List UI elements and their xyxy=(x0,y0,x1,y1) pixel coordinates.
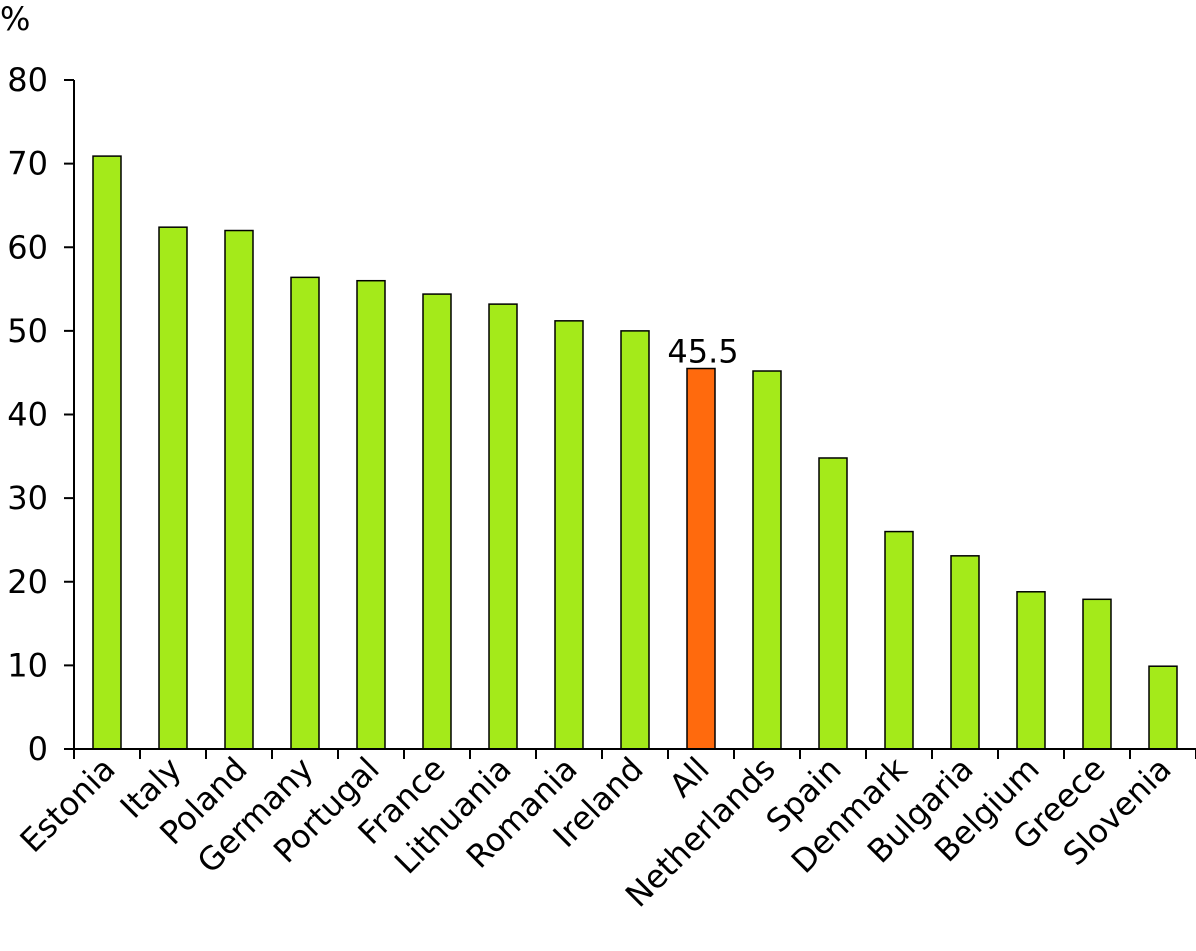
y-axis: 0 10 20 30 40 50 60 70 80 xyxy=(7,61,75,768)
bar xyxy=(620,330,650,750)
bar xyxy=(290,276,320,750)
bar xyxy=(884,530,914,750)
y-tick-label: 80 xyxy=(7,61,48,99)
bar xyxy=(92,155,122,750)
bar xyxy=(554,320,584,750)
bar xyxy=(818,457,848,750)
bar xyxy=(356,279,386,750)
bars xyxy=(92,155,1178,750)
highlight-data-label: 45.5 xyxy=(667,333,738,371)
y-tick-label: 70 xyxy=(7,145,48,183)
bar-highlight xyxy=(686,367,716,750)
bar xyxy=(224,229,254,750)
bar xyxy=(1148,665,1178,750)
bar xyxy=(950,555,980,750)
bar xyxy=(1016,591,1046,750)
y-tick-label: 10 xyxy=(7,646,48,684)
bar xyxy=(422,293,452,750)
y-tick-label: 40 xyxy=(7,396,48,434)
y-tick-label: 60 xyxy=(7,228,48,266)
y-tick-label: 50 xyxy=(7,312,48,350)
y-tick-label: 0 xyxy=(28,730,48,768)
bar xyxy=(158,226,188,750)
x-axis xyxy=(73,748,1196,759)
bar xyxy=(752,370,782,750)
x-axis-labels: EstoniaItalyPolandGermanyPortugalFranceL… xyxy=(12,749,1178,914)
y-axis-unit-label: % xyxy=(0,0,30,38)
bar xyxy=(488,303,518,750)
y-tick-label: 20 xyxy=(7,563,48,601)
y-tick-label: 30 xyxy=(7,479,48,517)
bar xyxy=(1082,598,1112,750)
annotations: 45.5 xyxy=(667,333,738,371)
